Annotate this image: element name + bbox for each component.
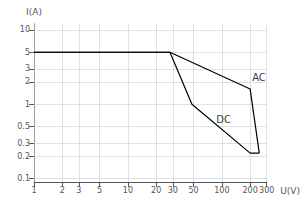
svg-text:0.3: 0.3 <box>17 139 30 148</box>
svg-text:2: 2 <box>60 186 65 195</box>
svg-text:100: 100 <box>214 186 229 195</box>
svg-text:20: 20 <box>151 186 161 195</box>
svg-text:I(A): I(A) <box>26 7 42 17</box>
svg-text:3: 3 <box>25 64 30 73</box>
svg-text:2: 2 <box>25 77 30 86</box>
svg-text:DC: DC <box>216 114 231 125</box>
svg-text:3: 3 <box>76 186 81 195</box>
svg-text:30: 30 <box>168 186 178 195</box>
svg-text:1: 1 <box>31 186 36 195</box>
svg-text:10: 10 <box>123 186 133 195</box>
svg-text:50: 50 <box>189 186 199 195</box>
svg-text:200: 200 <box>243 186 258 195</box>
svg-text:0.1: 0.1 <box>17 174 30 183</box>
svg-text:5: 5 <box>97 186 102 195</box>
svg-text:0.2: 0.2 <box>17 152 30 161</box>
svg-text:AC: AC <box>252 72 266 83</box>
svg-text:5: 5 <box>25 48 30 57</box>
svg-text:10: 10 <box>20 25 30 34</box>
svg-text:U(V): U(V) <box>280 186 300 196</box>
svg-text:1: 1 <box>25 100 30 109</box>
svg-text:0.5: 0.5 <box>17 122 30 131</box>
svg-text:300: 300 <box>259 186 274 195</box>
